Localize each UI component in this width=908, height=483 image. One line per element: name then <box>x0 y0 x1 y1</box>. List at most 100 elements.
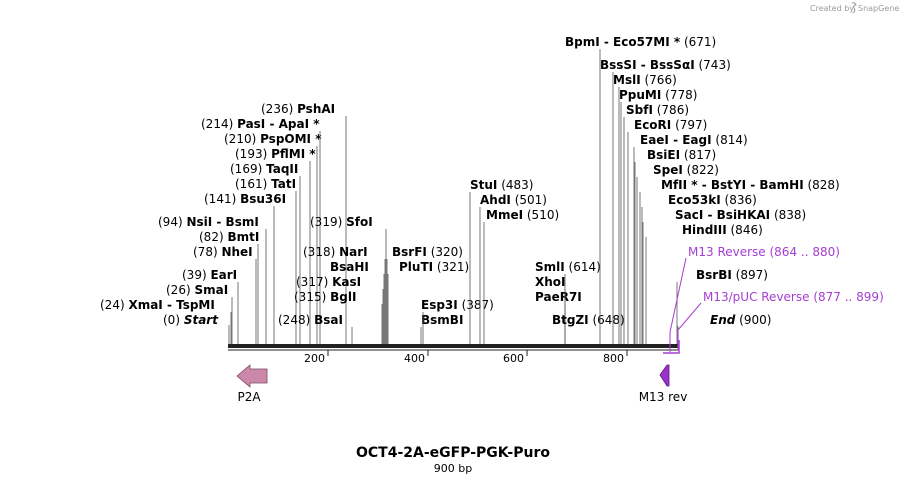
enzyme-label[interactable]: BpmI - Eco57MI * (671) <box>565 35 716 49</box>
enzyme-site-eari[interactable]: (39) EarI <box>182 268 239 344</box>
enzyme-site-spei[interactable]: SpeI (822) <box>636 163 719 344</box>
enzyme-site-esp3i[interactable]: Esp3I (387) <box>421 298 494 344</box>
enzyme-site-ppumi[interactable]: PpuMI (778) <box>619 88 697 344</box>
primer-label[interactable]: M13 Reverse (864 .. 880) <box>688 245 840 259</box>
enzyme-site-bsai[interactable]: (248) BsaI <box>278 313 353 344</box>
enzyme-site-smai[interactable]: (26) SmaI <box>166 283 233 344</box>
enzyme-label[interactable]: HindIII (846) <box>682 223 763 237</box>
enzyme-site-plui[interactable]: PluTI (321) <box>387 260 469 344</box>
enzyme-label[interactable]: (318) NarI <box>303 245 368 259</box>
enzyme-label[interactable]: PaeR7I <box>535 290 582 304</box>
enzyme-label[interactable]: (315) BglI <box>294 290 356 304</box>
enzyme-label[interactable]: SpeI (822) <box>653 163 719 177</box>
enzyme-label[interactable]: SmlI (614) <box>535 260 601 274</box>
enzyme-site-bsrfi[interactable]: BsrFI (320) <box>386 245 463 344</box>
enzyme-label[interactable]: BsaHI <box>330 260 369 274</box>
m13-rev-arrow[interactable] <box>659 364 670 387</box>
enzyme-label[interactable]: BsrBI (897) <box>696 268 768 282</box>
enzyme-site-bmti[interactable]: (82) BmtI <box>199 230 259 344</box>
enzyme-label[interactable]: MmeI (510) <box>486 208 559 222</box>
primer-label[interactable]: M13/pUC Reverse (877 .. 899) <box>703 290 884 304</box>
enzyme-site-saci[interactable]: SacI - BsiHKAI (838) <box>642 208 806 344</box>
enzyme-label[interactable]: MslI (766) <box>613 73 677 87</box>
enzyme-label[interactable]: BsrFI (320) <box>392 245 463 259</box>
enzyme-site-pasi[interactable]: (214) PasI - ApaI * <box>201 117 321 344</box>
enzyme-site-bsiei[interactable]: BsiEI (817) <box>634 148 716 344</box>
feature-label-m13-rev: M13 rev <box>639 390 688 404</box>
enzyme-label[interactable]: AhdI (501) <box>480 193 547 207</box>
enzyme-label[interactable]: (94) NsiI - BsmI <box>158 215 259 229</box>
enzyme-label[interactable]: MfII * - BstYI - BamHI (828) <box>661 178 840 192</box>
enzyme-label[interactable]: (193) PflMI * <box>235 147 316 161</box>
enzyme-site-bsu36i[interactable]: (141) Bsu36I <box>204 192 286 344</box>
enzyme-site-bsssi[interactable]: BssSI - BssSαI (743) <box>600 58 731 344</box>
enzyme-site-mfli[interactable]: MfII * - BstYI - BamHI (828) <box>639 178 840 344</box>
enzyme-label[interactable]: (78) NheI <box>193 245 253 259</box>
enzyme-label[interactable]: (169) TaqII <box>230 162 298 176</box>
enzyme-label[interactable]: (317) KasI <box>296 275 361 289</box>
enzyme-site-bpmi[interactable]: BpmI - Eco57MI * (671) <box>565 35 716 344</box>
enzyme-site-nsii[interactable]: (94) NsiI - BsmI <box>158 215 267 344</box>
enzyme-site-eco53ki[interactable]: Eco53kI (836) <box>641 193 757 344</box>
enzyme-site-bgli[interactable]: (315) BglI <box>294 290 383 344</box>
enzyme-label[interactable]: SacI - BsiHKAI (838) <box>675 208 806 222</box>
enzyme-site-kasi[interactable]: (317) KasI <box>296 275 384 344</box>
enzyme-site-pshai[interactable]: (236) PshAI <box>261 102 347 344</box>
enzyme-label[interactable]: (214) PasI - ApaI * <box>201 117 320 131</box>
enzyme-site-ecori[interactable]: EcoRI (797) <box>627 118 707 344</box>
enzyme-site-bsrbi[interactable]: BsrBI (897) <box>676 268 768 344</box>
enzyme-label[interactable]: (248) BsaI <box>278 313 343 327</box>
enzyme-site-msli[interactable]: MslI (766) <box>613 73 677 344</box>
enzyme-site-sbfi[interactable]: SbfI (786) <box>623 103 689 344</box>
enzyme-label[interactable]: BtgZI (648) <box>552 313 625 327</box>
enzyme-label[interactable]: (236) PshAI <box>261 102 335 116</box>
enzyme-label[interactable]: SbfI (786) <box>626 103 689 117</box>
feature-m13-rev[interactable]: M13 rev <box>639 364 688 404</box>
enzyme-label[interactable]: BssSI - BssSαI (743) <box>600 58 731 72</box>
enzyme-site-stui[interactable]: StuI (483) <box>469 178 533 344</box>
enzyme-site-pflmi[interactable]: (193) PflMI * <box>235 147 316 344</box>
enzyme-label[interactable]: EcoRI (797) <box>634 118 707 132</box>
enzyme-label[interactable]: BsiEI (817) <box>647 148 716 162</box>
feature-p2a[interactable]: P2A <box>236 364 268 404</box>
enzyme-label[interactable]: XhoI <box>535 275 566 289</box>
enzyme-site-xhoi[interactable]: XhoI <box>535 275 566 344</box>
enzyme-label[interactable]: (39) EarI <box>182 268 237 282</box>
enzyme-site-smli[interactable]: SmlI (614) <box>535 260 601 344</box>
enzyme-label[interactable]: StuI (483) <box>470 178 533 192</box>
enzyme-site-bsahi[interactable]: BsaHI <box>330 260 385 344</box>
enzyme-label[interactable]: Esp3I (387) <box>421 298 494 312</box>
enzyme-label[interactable]: BsmBI <box>421 313 463 327</box>
enzyme-site-nhei[interactable]: (78) NheI <box>193 245 257 344</box>
enzyme-label[interactable]: (26) SmaI <box>166 283 228 297</box>
enzyme-label[interactable]: (319) SfoI <box>310 215 373 229</box>
enzyme-site-pspomi[interactable]: (210) PspOMI * <box>224 132 322 344</box>
primer-m13-puc-reverse[interactable]: M13/pUC Reverse (877 .. 899) <box>677 290 884 350</box>
enzyme-label[interactable]: PpuMI (778) <box>619 88 697 102</box>
enzyme-site-sfoi[interactable]: (319) SfoI <box>310 215 387 344</box>
enzyme-site-xmai[interactable]: (24) XmaI - TspMI <box>100 298 232 344</box>
end-marker: End (900) <box>677 313 771 344</box>
enzyme-site-mmei[interactable]: MmeI (510) <box>483 208 559 344</box>
enzyme-label[interactable]: (24) XmaI - TspMI <box>100 298 215 312</box>
enzyme-site-tati[interactable]: (161) TatI <box>235 177 297 344</box>
enzyme-site-taqii[interactable]: (169) TaqII <box>230 162 301 344</box>
enzyme-label[interactable]: EaeI - EagI (814) <box>640 133 748 147</box>
enzyme-site-bsmbi[interactable]: BsmBI <box>420 313 463 344</box>
enzyme-label[interactable]: (141) Bsu36I <box>204 192 286 206</box>
enzyme-site-ahdi[interactable]: AhdI (501) <box>479 193 547 344</box>
enzyme-label[interactable]: (82) BmtI <box>199 230 259 244</box>
ruler-tick-label: 200 <box>304 352 325 365</box>
sequence-backbone <box>228 344 678 348</box>
primer-m13-reverse[interactable]: M13 Reverse (864 .. 880) <box>669 245 840 352</box>
enzyme-site-btgzi[interactable]: BtgZI (648) <box>552 313 625 344</box>
enzyme-site-eaei[interactable]: EaeI - EagI (814) <box>633 133 748 344</box>
p2a-arrow[interactable] <box>236 364 268 388</box>
enzyme-label[interactable]: Eco53kI (836) <box>668 193 757 207</box>
enzyme-label[interactable]: (161) TatI <box>235 177 296 191</box>
enzyme-site-hindiii[interactable]: HindIII (846) <box>645 223 763 344</box>
enzyme-label[interactable]: (210) PspOMI * <box>224 132 322 146</box>
enzyme-label[interactable]: PluTI (321) <box>399 260 469 274</box>
enzyme-site-nari[interactable]: (318) NarI <box>303 245 386 344</box>
